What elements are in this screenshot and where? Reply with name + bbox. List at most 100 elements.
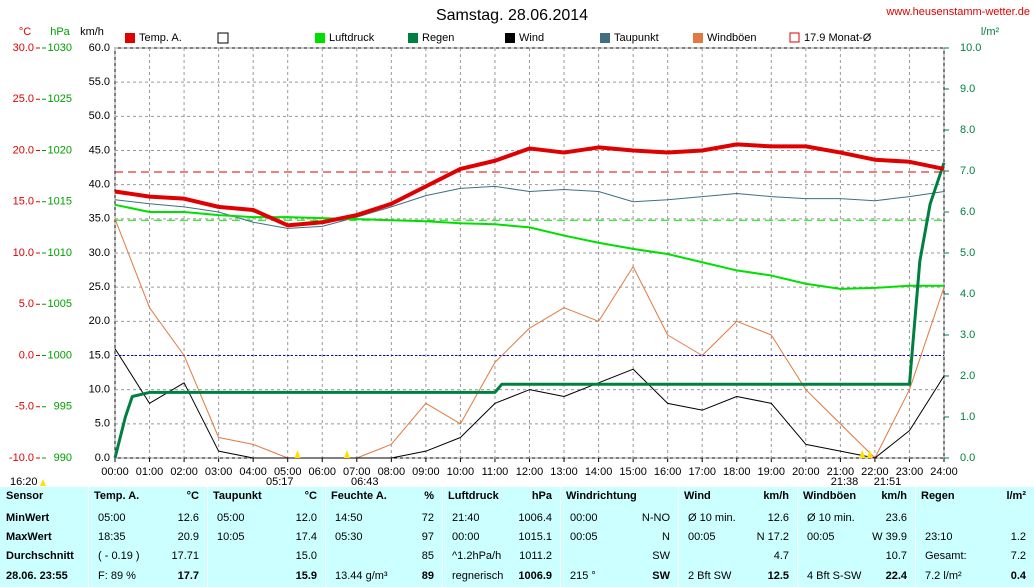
y-tick-label: 1005 bbox=[48, 298, 72, 310]
axis-unit: l/m² bbox=[981, 26, 1000, 38]
table-cell: 20.9 bbox=[177, 531, 199, 543]
y-tick-label: -5.0 bbox=[15, 401, 34, 413]
y2-tick-label: 9.0 bbox=[960, 83, 975, 95]
table-cell: 00:00 bbox=[570, 512, 598, 524]
x-tick-label: 23:00 bbox=[896, 466, 924, 478]
table-cell: 23:10 bbox=[925, 531, 953, 543]
table-cell: 1.2 bbox=[1010, 531, 1026, 543]
x-tick-label: 22:00 bbox=[861, 466, 889, 478]
table-cell: N 17.2 bbox=[756, 531, 789, 543]
time-marker: 06:43 bbox=[351, 476, 379, 487]
y-tick-label: 1015 bbox=[48, 196, 72, 208]
legend-swatch bbox=[505, 33, 515, 43]
table-cell: Windrichtung bbox=[566, 490, 637, 502]
y-tick-label: 10.0 bbox=[13, 247, 34, 259]
marker-icon bbox=[859, 450, 866, 458]
table-cell: Luftdruck bbox=[448, 490, 499, 502]
y2-tick-label: 7.0 bbox=[960, 165, 975, 177]
series-line bbox=[114, 185, 945, 229]
table-cell: N-NO bbox=[641, 512, 670, 524]
table-cell: 28.06. 23:55 bbox=[6, 570, 68, 582]
chart: Samstag. 28.06.2014 www.heusenstamm-wett… bbox=[9, 6, 1030, 488]
y2-tick-label: 4.0 bbox=[960, 288, 975, 300]
table-cell: 2 Bft SW bbox=[688, 570, 732, 582]
table-cell: regnerisch bbox=[452, 570, 504, 582]
table-cell: 1011.2 bbox=[519, 550, 552, 562]
x-tick-label: 21:00 bbox=[827, 466, 855, 478]
legend-swatch bbox=[600, 33, 610, 43]
legend-swatch bbox=[125, 33, 135, 43]
table-cell: 22.4 bbox=[885, 570, 907, 582]
y2-tick-label: 5.0 bbox=[960, 247, 975, 259]
x-tick-label: 06:00 bbox=[308, 466, 336, 478]
table-cell: 1015.1 bbox=[518, 531, 552, 543]
table-cell: 00:05 bbox=[688, 531, 716, 543]
y-tick-label: 990 bbox=[54, 452, 72, 464]
legend-swatch bbox=[408, 33, 418, 43]
table-cell: 89 bbox=[421, 570, 434, 582]
y-tick-label: 20.0 bbox=[13, 144, 34, 156]
stats-table: Sensor Temp. A. °C Taupunkt °C Feuchte A.% Luf… bbox=[0, 487, 1034, 587]
x-tick-label: 10:00 bbox=[447, 466, 475, 478]
column-separator bbox=[915, 487, 916, 587]
y-tick-label: 35.0 bbox=[89, 213, 110, 225]
y-tick-label: 0.0 bbox=[95, 452, 110, 464]
column-separator bbox=[207, 487, 208, 587]
legend-label: Temp. A. bbox=[139, 32, 182, 44]
y-tick-label: 995 bbox=[54, 401, 72, 413]
y2-tick-label: 8.0 bbox=[960, 124, 975, 136]
x-tick-label: 17:00 bbox=[688, 466, 716, 478]
table-cell: km/h bbox=[881, 490, 907, 502]
table-cell: SW bbox=[652, 570, 670, 582]
legend-swatch bbox=[315, 33, 325, 43]
table-cell: ^1.2hPa/h bbox=[452, 550, 502, 562]
table-cell: 13.44 g/m³ bbox=[335, 570, 388, 582]
table-cell: 215 ° bbox=[570, 570, 596, 582]
x-tick-label: 18:00 bbox=[723, 466, 751, 478]
y-tick-label: 50.0 bbox=[89, 110, 110, 122]
y2-tick-label: 1.0 bbox=[960, 411, 975, 423]
table-cell: 1006.4 bbox=[518, 512, 552, 524]
table-cell: Sensor bbox=[6, 490, 44, 502]
y-tick-label: 25.0 bbox=[13, 93, 34, 105]
column-separator bbox=[325, 487, 326, 587]
table-cell: 15.9 bbox=[295, 570, 317, 582]
x-tick-label: 15:00 bbox=[619, 466, 647, 478]
x-tick-label: 01:00 bbox=[136, 466, 164, 478]
table-cell: 1006.9 bbox=[518, 570, 552, 582]
table-cell: 10.7 bbox=[885, 550, 907, 562]
table-cell: W 39.9 bbox=[872, 531, 907, 543]
table-cell: 0.4 bbox=[1010, 570, 1026, 582]
y-tick-label: 30.0 bbox=[89, 247, 110, 259]
y-tick-label: 60.0 bbox=[89, 42, 110, 54]
table-cell: 00:05 bbox=[807, 531, 835, 543]
x-tick-label: 07:00 bbox=[343, 466, 371, 478]
table-cell: 97 bbox=[421, 531, 434, 543]
time-marker: 05:17 bbox=[266, 476, 294, 487]
chart-title: Samstag. 28.06.2014 bbox=[436, 7, 588, 24]
table-cell: °C bbox=[186, 490, 199, 502]
table-cell: Durchschnitt bbox=[6, 550, 74, 562]
y-tick-label: 10.0 bbox=[89, 384, 110, 396]
legend-box bbox=[217, 32, 229, 44]
table-cell: MinWert bbox=[6, 512, 50, 524]
table-cell: 17.71 bbox=[171, 550, 199, 562]
table-cell: 7.2 bbox=[1010, 550, 1026, 562]
legend-label: 17.9 Monat-Ø bbox=[804, 32, 872, 44]
column-separator bbox=[678, 487, 679, 587]
legend-swatch bbox=[693, 33, 703, 43]
table-cell: 05:00 bbox=[217, 512, 245, 524]
y-tick-label: 1030 bbox=[48, 42, 72, 54]
legend-label: Luftdruck bbox=[329, 32, 375, 44]
table-cell: 18:35 bbox=[98, 531, 126, 543]
axis-unit: km/h bbox=[80, 26, 104, 38]
column-separator bbox=[560, 487, 561, 587]
column-separator bbox=[797, 487, 798, 587]
legend-label: Regen bbox=[422, 32, 454, 44]
table-cell: 12.6 bbox=[767, 512, 789, 524]
table-cell: °C bbox=[304, 490, 317, 502]
table-cell: N bbox=[662, 531, 670, 543]
x-tick-label: 20:00 bbox=[792, 466, 820, 478]
x-tick-label: 14:00 bbox=[585, 466, 613, 478]
